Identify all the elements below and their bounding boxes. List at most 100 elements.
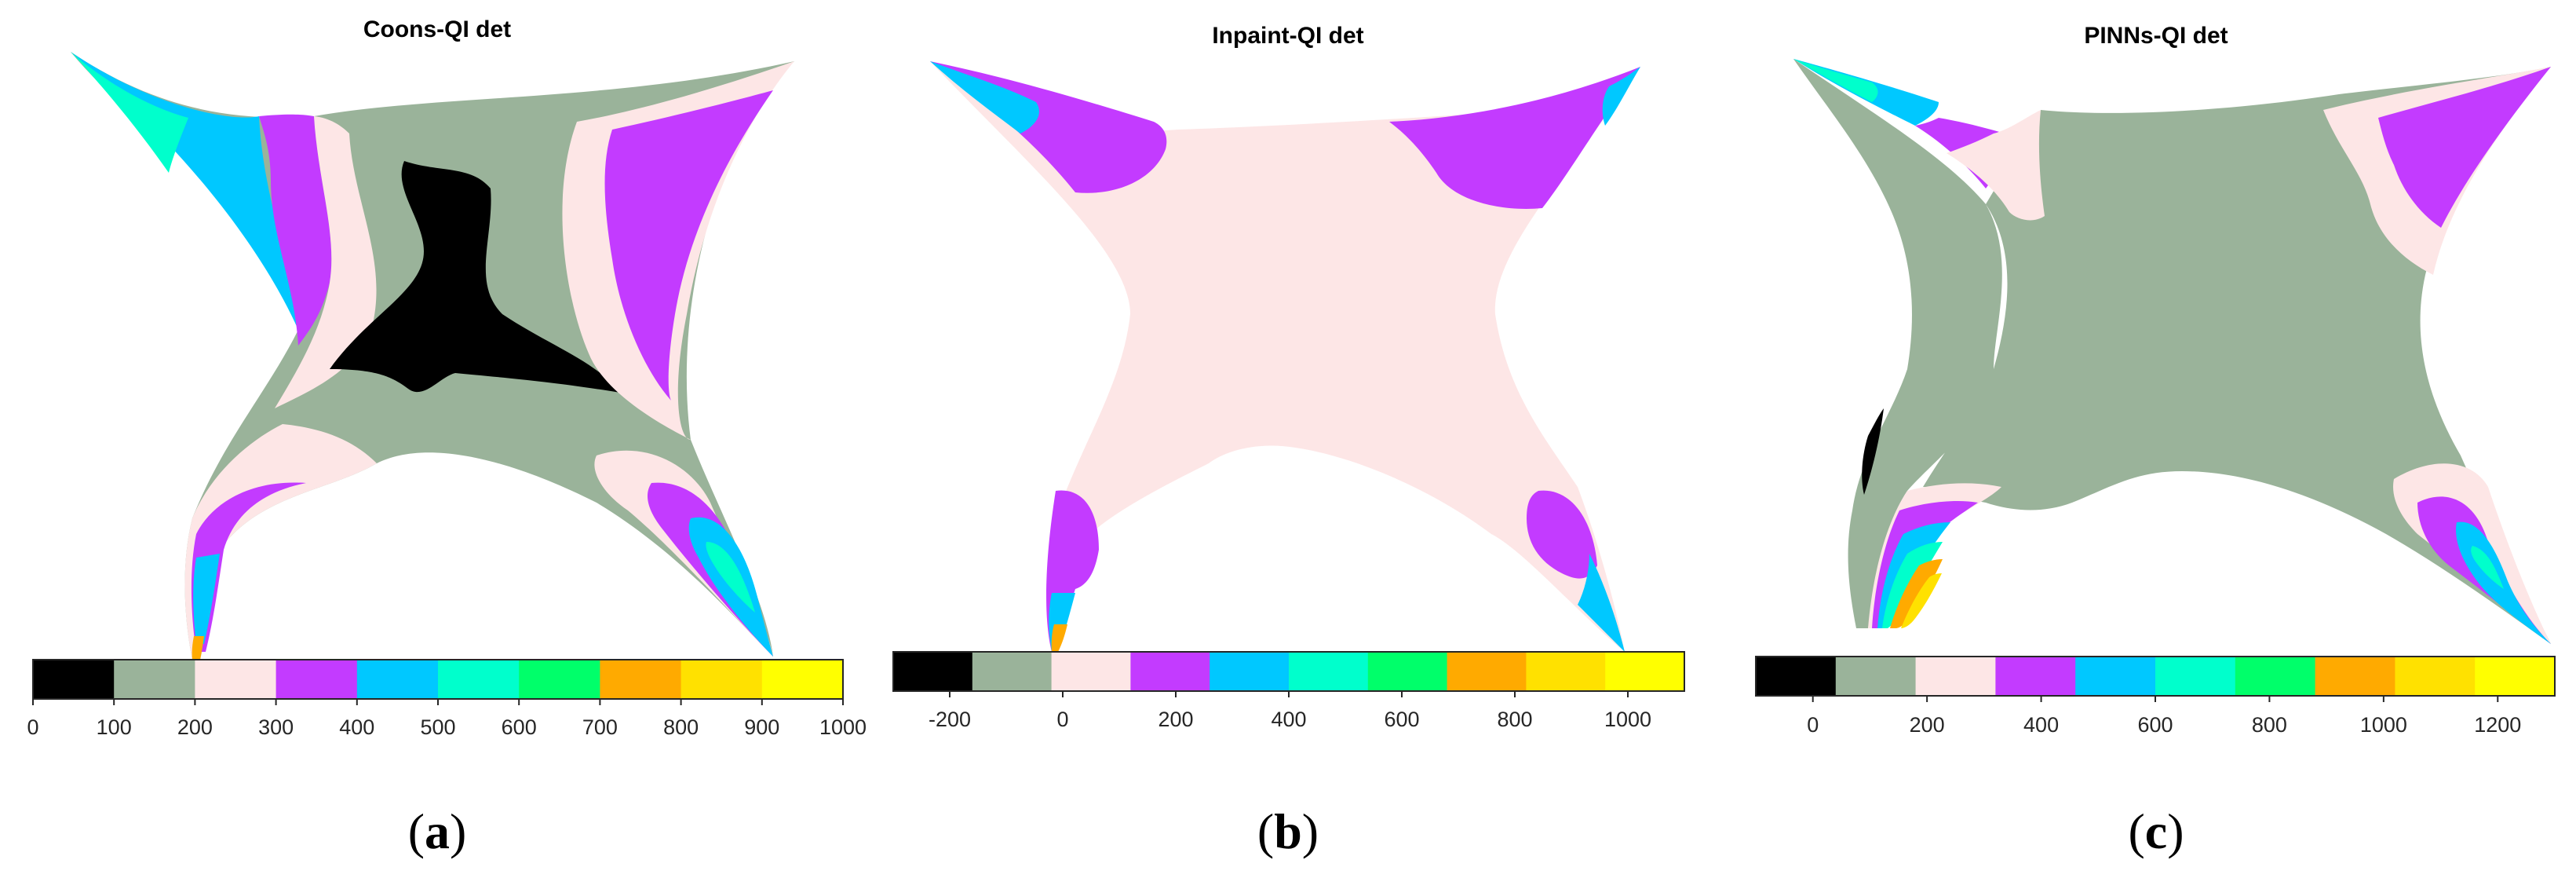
- panel-c-colorbar: 0 200 400 600 800 1000 1200: [1755, 656, 2556, 737]
- panel-b-title: Inpaint-QI det: [1212, 23, 1363, 49]
- panel-c-colorbar-segment: [2395, 657, 2476, 696]
- panel-c-colorbar-segment: [1995, 657, 2076, 696]
- panel-a-colorbar-segment: [519, 660, 600, 699]
- panel-a-colorbar-segment: [438, 660, 520, 699]
- panel-b-colorbar-segment: [1367, 652, 1448, 691]
- panel-c-colorbar-tick-label: 1200: [2474, 713, 2521, 737]
- panel-c-tl-pink: [1947, 110, 2045, 221]
- panel-a-band-purple: [259, 114, 332, 346]
- panel-b-colorbar-tick-label: 0: [1056, 708, 1068, 731]
- panel-c-colorbar-segment: [1915, 657, 1996, 696]
- panel-c-caption: (c): [2128, 803, 2184, 859]
- panel-c-title: PINNs-QI det: [2084, 23, 2228, 49]
- panel-a-title: Coons-QI det: [363, 16, 511, 42]
- panel-a-colorbar-tick-label: 600: [502, 715, 537, 739]
- panel-a-colorbar: 0 100 200 300 400 500 600 700 800 900 1000: [27, 659, 867, 739]
- panel-b-colorbar-tick-label: 200: [1158, 708, 1193, 731]
- panel-a-leg-purple: [191, 482, 306, 652]
- panel-b-colorbar-tick-label: 600: [1384, 708, 1419, 731]
- panel-c-colorbar-tick-label: 400: [2023, 713, 2059, 737]
- panel-b-bl-orange: [1051, 624, 1067, 652]
- panel-a-band-black: [330, 161, 620, 393]
- panel-c-contour-map: [1793, 59, 2551, 644]
- panel-a-colorbar-tick-label: 700: [582, 715, 618, 739]
- panel-a-colorbar-tick-label: 100: [97, 715, 132, 739]
- panel-a-colorbar-tick-label: 200: [177, 715, 213, 739]
- panel-a-colorbar-tick-label: 400: [339, 715, 374, 739]
- panel-c-colorbar-segment: [1835, 657, 1917, 696]
- panel-b-caption-letter: b: [1274, 803, 1302, 859]
- panel-c-colorbar-segment: [2475, 657, 2556, 696]
- panel-c-colorbar-segment: [2235, 657, 2316, 696]
- panel-a-colorbar-tick-label: 0: [27, 715, 38, 739]
- panel-b-colorbar-segment: [972, 652, 1053, 691]
- panel-b-tl-cyan: [930, 61, 1039, 134]
- panel-c-tl-teal: [1793, 59, 1878, 102]
- panel-a-colorbar-tick-label: 300: [258, 715, 294, 739]
- panel-a-colorbar-tick-label: 900: [744, 715, 779, 739]
- panel-a: Coons-QI det 0 100 200 300 400 500 600 700 800 9: [27, 16, 867, 859]
- panel-c-bl-black: [1862, 408, 1884, 495]
- panel-b-colorbar: -200 0 200 400 600 800 1000: [892, 651, 1685, 731]
- panel-b-colorbar-tick-label: 800: [1497, 708, 1532, 731]
- panel-c-colorbar-tick-label: 600: [2137, 713, 2173, 737]
- panel-b-colorbar-tick-label: -200: [929, 708, 971, 731]
- panel-c: PINNs-QI det 0 200 400 600 800 1000 12: [1755, 23, 2556, 859]
- panel-c-colorbar-tick-label: 0: [1807, 713, 1819, 737]
- panel-b-colorbar-segment: [1051, 652, 1131, 691]
- panel-c-colorbar-tick-label: 200: [1910, 713, 1945, 737]
- panel-b-br-cyan: [1578, 554, 1625, 652]
- panel-c-colorbar-segment: [2075, 657, 2156, 696]
- panel-a-band-teal: [71, 52, 188, 173]
- panel-b-tr-purple: [1389, 67, 1640, 209]
- panel-a-leg-cyan: [193, 554, 220, 644]
- panel-c-colorbar-tick-label: 800: [2252, 713, 2287, 737]
- panel-c-caption-letter: c: [2145, 803, 2167, 859]
- panel-b-colorbar-segment: [1447, 652, 1527, 691]
- panel-a-colorbar-segment: [761, 660, 844, 699]
- panel-c-colorbar-segment: [2155, 657, 2236, 696]
- panel-a-colorbar-segment: [195, 660, 277, 699]
- panel-b-colorbar-segment: [1210, 652, 1290, 691]
- panel-c-tr-purple: [2378, 67, 2551, 228]
- panel-a-colorbar-tick-label: 500: [420, 715, 455, 739]
- panel-b-shape: [930, 61, 1640, 652]
- panel-a-rleg-teal: [706, 542, 755, 613]
- panel-a-right-purple: [604, 90, 773, 401]
- panel-b-colorbar-tick-label: 1000: [1604, 708, 1651, 731]
- panel-a-caption-letter: a: [425, 803, 450, 859]
- panel-a-colorbar-segment: [114, 660, 195, 699]
- panel-c-colorbar-segment: [2315, 657, 2395, 696]
- panel-c-colorbar-tick-label: 1000: [2360, 713, 2407, 737]
- panel-b-colorbar-segment: [1605, 652, 1685, 691]
- panel-b-colorbar-segment: [1289, 652, 1369, 691]
- panel-a-colorbar-segment: [680, 660, 763, 699]
- panel-b-tr-cyan: [1602, 67, 1640, 126]
- panel-c-bl-orange: [1890, 559, 1943, 628]
- panel-b-caption: (b): [1257, 803, 1319, 859]
- panel-c-br-teal: [2471, 546, 2504, 589]
- panel-a-caption: (a): [408, 803, 467, 859]
- panel-a-leg-yellow: [192, 636, 204, 660]
- panel-a-leg-pink: [184, 424, 377, 660]
- panel-a-contour-map: [71, 52, 794, 660]
- panel-a-colorbar-tick-label: 1000: [819, 715, 867, 739]
- panel-a-colorbar-tick-label: 800: [663, 715, 699, 739]
- panel-c-bl-yellow: [1901, 573, 1942, 628]
- panel-b-contour-map: [930, 61, 1640, 652]
- panel-b-colorbar-tick-label: 400: [1271, 708, 1306, 731]
- panel-a-colorbar-segment: [33, 660, 115, 699]
- panel-a-colorbar-segment: [356, 660, 439, 699]
- panel-c-colorbar-segment: [1756, 657, 1837, 696]
- panel-a-colorbar-segment: [275, 660, 358, 699]
- panel-a-band-pink: [275, 116, 377, 408]
- panel-a-colorbar-segment: [600, 660, 682, 699]
- panel-b-colorbar-segment: [1130, 652, 1210, 691]
- panel-b: Inpaint-QI det -200 0 200 400 600 800 1000 (b): [892, 23, 1685, 859]
- panel-b-colorbar-segment: [893, 652, 973, 691]
- panel-c-bl-purple: [1872, 501, 1978, 628]
- panel-a-band-cyan: [71, 52, 298, 330]
- panel-b-colorbar-segment: [1526, 652, 1606, 691]
- panel-b-br-purple: [1527, 490, 1597, 579]
